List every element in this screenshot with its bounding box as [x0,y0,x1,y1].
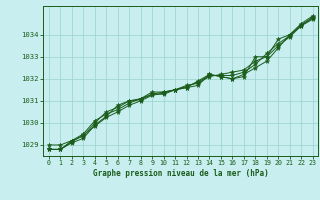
X-axis label: Graphe pression niveau de la mer (hPa): Graphe pression niveau de la mer (hPa) [93,169,269,178]
